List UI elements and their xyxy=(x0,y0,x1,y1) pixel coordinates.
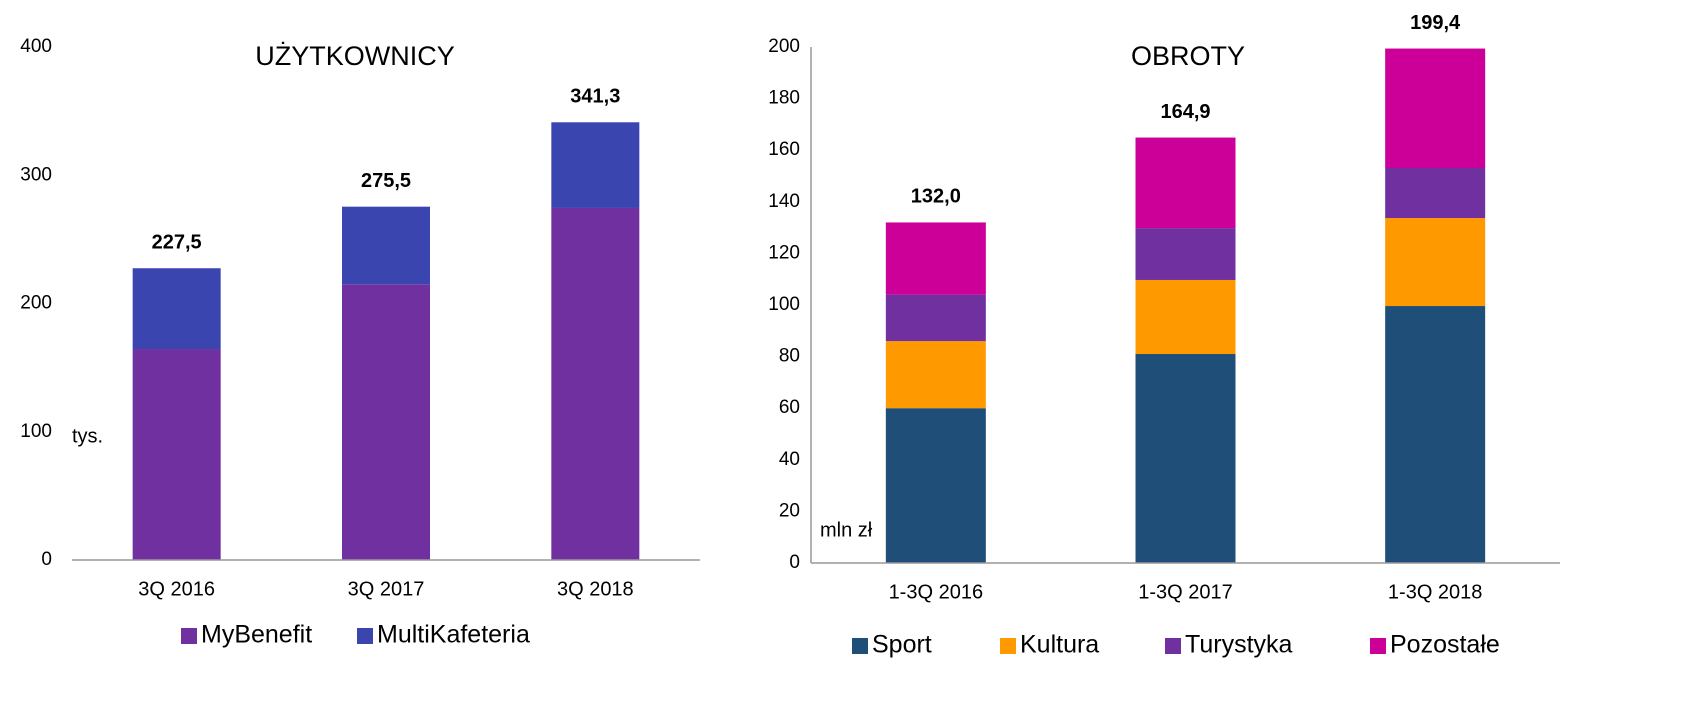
bar-segment xyxy=(1385,306,1486,563)
y-tick-label: 120 xyxy=(768,242,800,263)
y-tick-label: 160 xyxy=(768,139,800,160)
legend-label: Turystyka xyxy=(1185,631,1293,659)
bar-segment xyxy=(551,207,640,561)
y-tick-label: 400 xyxy=(20,36,52,57)
legend-swatch xyxy=(1000,638,1016,654)
y-tick-label: 180 xyxy=(768,88,800,109)
bar-segment xyxy=(132,268,221,350)
chart-title: OBROTY xyxy=(1131,41,1245,71)
bar-segment xyxy=(1135,137,1236,229)
y-tick-label: 140 xyxy=(768,191,800,212)
x-tick-label: 1-3Q 2018 xyxy=(1388,581,1483,603)
total-label: 341,3 xyxy=(570,86,620,108)
y-tick-label: 20 xyxy=(779,500,800,521)
unit-label: tys. xyxy=(72,425,103,447)
y-tick-label: 40 xyxy=(779,449,800,470)
y-tick-label: 60 xyxy=(779,397,800,418)
x-tick-label: 3Q 2018 xyxy=(557,578,634,600)
legend-label: MultiKafeteria xyxy=(377,621,530,649)
legend-swatch xyxy=(357,628,373,644)
bar-segment xyxy=(1135,354,1236,563)
total-label: 132,0 xyxy=(911,186,961,208)
legend-label: MyBenefit xyxy=(201,621,312,649)
bar-segment xyxy=(1385,218,1486,307)
bar-segment xyxy=(885,408,986,563)
y-tick-label: 200 xyxy=(20,293,52,314)
x-tick-label: 1-3Q 2017 xyxy=(1138,581,1233,603)
bar-segment xyxy=(885,222,986,295)
y-tick-label: 100 xyxy=(768,294,800,315)
legend-label: Sport xyxy=(872,631,932,659)
y-tick-label: 0 xyxy=(789,552,800,573)
chart-title: UŻYTKOWNICY xyxy=(255,40,455,71)
legend-label: Kultura xyxy=(1020,631,1099,659)
bar-segment xyxy=(342,206,430,285)
bar-segment xyxy=(885,341,986,409)
bar-segment xyxy=(132,349,221,560)
bar-segment xyxy=(885,294,986,342)
legend-swatch xyxy=(1165,638,1181,654)
bar-segment xyxy=(1385,48,1486,169)
y-tick-label: 200 xyxy=(768,36,800,57)
x-tick-label: 3Q 2017 xyxy=(348,578,425,600)
legend-label: Pozostałe xyxy=(1390,631,1500,659)
x-tick-label: 3Q 2016 xyxy=(138,578,215,600)
bar-segment xyxy=(551,122,640,208)
y-tick-label: 80 xyxy=(779,346,800,367)
x-tick-label: 1-3Q 2016 xyxy=(889,581,984,603)
unit-label: mln zł xyxy=(820,519,873,541)
total-label: 227,5 xyxy=(152,232,202,254)
bar-segment xyxy=(342,284,430,560)
legend-swatch xyxy=(852,638,868,654)
legend-swatch xyxy=(181,628,197,644)
total-label: 164,9 xyxy=(1160,101,1210,123)
total-label: 199,4 xyxy=(1410,12,1461,34)
bar-segment xyxy=(1135,228,1236,280)
total-label: 275,5 xyxy=(361,170,411,192)
bar-segment xyxy=(1385,168,1486,219)
bar-segment xyxy=(1135,279,1236,355)
legend-swatch xyxy=(1370,638,1386,654)
y-tick-label: 300 xyxy=(20,164,52,185)
y-tick-label: 0 xyxy=(41,549,52,570)
y-tick-label: 100 xyxy=(20,421,52,442)
